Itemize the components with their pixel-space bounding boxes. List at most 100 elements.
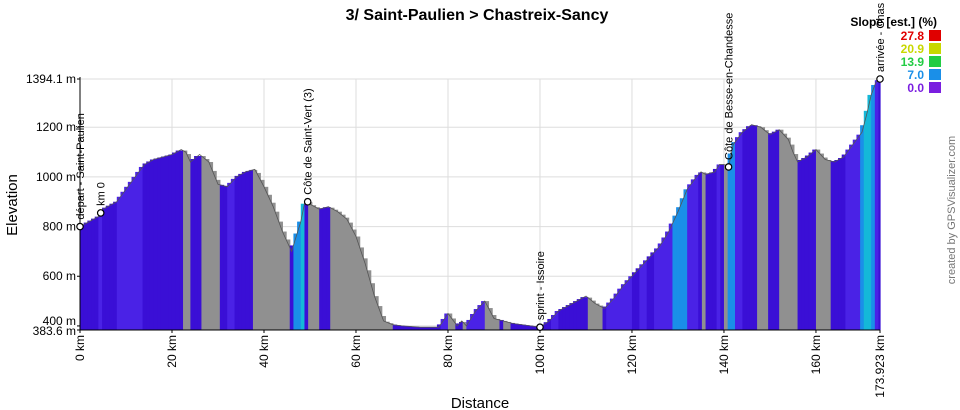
slope-bar — [120, 191, 125, 330]
slope-bar — [749, 125, 755, 330]
slope-bar — [348, 222, 353, 330]
slope-bar — [845, 149, 850, 330]
slope-bar — [164, 155, 169, 330]
slope-bar — [109, 203, 114, 330]
slope-bar — [510, 322, 515, 330]
elevation-profile-line — [79, 78, 881, 328]
slope-bar — [716, 164, 721, 330]
slope-bar — [322, 207, 328, 330]
chart-title: 3/ Saint-Paulien > Chastreix-Sancy — [346, 7, 609, 24]
slope-bar — [735, 137, 740, 330]
slope-bar — [326, 207, 331, 330]
slope-bar — [764, 130, 769, 330]
slope-bar — [815, 149, 821, 330]
slope-bar — [374, 296, 379, 330]
slope-bar — [782, 133, 788, 330]
slope-bar — [547, 318, 552, 330]
slope-bar — [330, 207, 335, 330]
slope-bar — [554, 311, 559, 330]
y-tick-label: 1000 m — [36, 170, 76, 184]
slope-bar — [459, 321, 464, 330]
slope-bar — [451, 318, 456, 330]
slope-bar — [683, 189, 688, 330]
slope-bar — [595, 303, 600, 330]
slope-bar — [378, 306, 383, 330]
waypoint-label: Côte de Besse-en-Chandesse — [724, 13, 736, 160]
slope-bar — [812, 149, 817, 330]
slope-bar — [867, 94, 872, 330]
slope-bar — [315, 207, 320, 330]
slope-bar — [591, 300, 596, 330]
slope-bar — [227, 182, 232, 330]
slope-bar — [834, 160, 839, 330]
slope-bar — [455, 323, 460, 330]
slope-bar — [319, 208, 324, 330]
slope-bar — [102, 207, 107, 330]
slope-bar — [160, 156, 166, 330]
slope-bar — [565, 305, 571, 330]
slope-bar — [370, 283, 375, 330]
slope-bar — [705, 173, 710, 330]
slope-legend: Slope [est.] (%) 27.820.913.97.00.0 — [850, 15, 941, 95]
x-tick-label: 100 km — [533, 335, 547, 374]
slope-bar — [333, 209, 339, 330]
slope-bar — [573, 301, 578, 330]
slope-bar — [116, 196, 122, 330]
slope-bar — [105, 205, 111, 330]
slope-bar — [422, 327, 427, 330]
slope-bar — [367, 270, 372, 330]
slope-bar — [219, 184, 225, 330]
slope-bar — [179, 150, 184, 330]
legend-value: 0.0 — [907, 81, 924, 95]
slope-bar — [679, 198, 685, 330]
slope-bar — [635, 268, 640, 330]
slope-bar — [98, 210, 103, 330]
y-tick-label: 800 m — [43, 220, 76, 234]
slope-bar — [723, 164, 729, 330]
slope-bar — [153, 158, 158, 330]
slope-bar — [282, 231, 287, 330]
slope-bar — [183, 150, 188, 330]
legend-value: 13.9 — [901, 55, 925, 69]
x-tick-label: 60 km — [349, 335, 363, 368]
slope-bar — [768, 133, 773, 330]
slope-bar — [826, 160, 832, 330]
slope-bar — [241, 171, 247, 330]
slope-bar — [709, 172, 714, 330]
waypoint-label: Côte de Saint-Vert (3) — [303, 88, 315, 194]
slope-bar — [481, 301, 486, 330]
slope-bar — [462, 321, 467, 330]
x-tick-label: 20 km — [165, 335, 179, 368]
slope-bar — [444, 313, 449, 330]
slope-bar — [852, 139, 858, 330]
waypoint-marker — [96, 209, 105, 217]
waypoint-label: km 0 — [96, 182, 108, 206]
slope-bar — [701, 172, 707, 330]
slope-bar — [245, 170, 250, 330]
slope-bar — [466, 319, 471, 330]
slope-bar — [470, 314, 475, 330]
slope-bar — [411, 326, 416, 330]
slope-bar — [753, 125, 758, 330]
slope-bar — [551, 314, 556, 330]
slope-bar — [168, 154, 173, 330]
slope-bar — [863, 110, 869, 330]
slope-bar — [389, 323, 394, 330]
slope-bar — [186, 154, 191, 330]
waypoint-label: arrivée - Chas — [875, 2, 887, 72]
slope-bar — [793, 154, 799, 330]
slope-bar — [252, 169, 258, 330]
slope-bar — [425, 327, 431, 330]
slope-bar — [838, 158, 843, 330]
y-tick-label: 383.6 m — [33, 324, 76, 338]
slope-bar — [363, 258, 368, 330]
slope-bar — [631, 272, 637, 330]
x-tick-label: 140 km — [717, 335, 731, 374]
y-tick-label: 1394.1 m — [26, 72, 76, 86]
slope-bar — [775, 129, 780, 330]
legend-swatch — [929, 69, 941, 80]
slope-bar — [249, 169, 254, 330]
slope-bar — [657, 243, 663, 330]
slope-bar — [124, 186, 129, 330]
